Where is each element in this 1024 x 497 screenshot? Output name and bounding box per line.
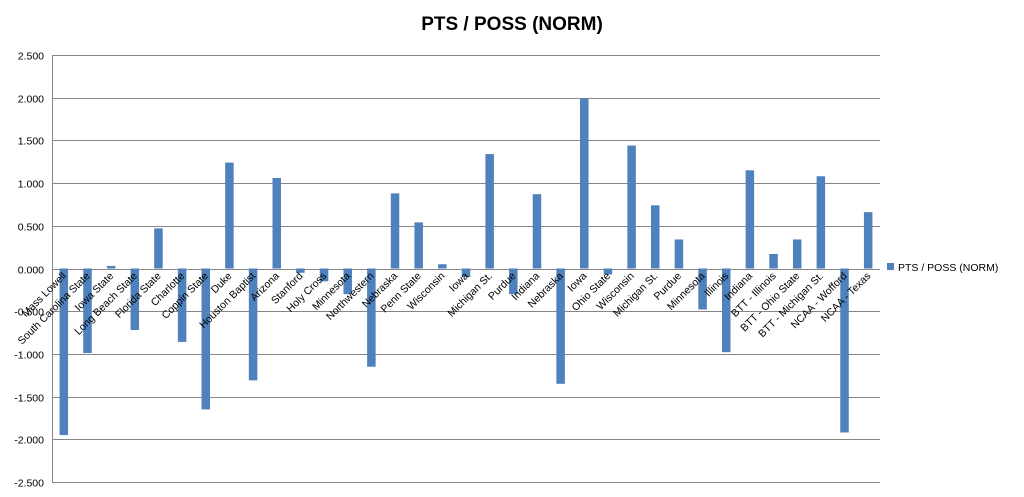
bar bbox=[248, 268, 258, 381]
bar bbox=[414, 222, 423, 269]
bar bbox=[390, 193, 400, 269]
bar bbox=[745, 170, 755, 269]
chart-title: PTS / POSS (NORM) bbox=[421, 14, 603, 35]
bar bbox=[721, 268, 731, 353]
y-tick-label: -2.500 bbox=[14, 478, 44, 490]
bar bbox=[627, 145, 636, 269]
bar bbox=[769, 253, 778, 269]
y-tick-label: 1.500 bbox=[18, 136, 44, 148]
y-tick-label: -1.500 bbox=[14, 393, 44, 405]
bar bbox=[272, 177, 281, 269]
y-tick-label: 2.500 bbox=[18, 51, 44, 63]
bar bbox=[863, 212, 873, 269]
bar bbox=[59, 268, 69, 436]
bar bbox=[840, 268, 849, 433]
y-axis-ticks: 2.500 2.000 1.500 1.000 0.500 0.000 -0.500 -1.0… bbox=[14, 51, 44, 490]
bar bbox=[485, 154, 494, 269]
bar bbox=[556, 268, 565, 384]
bar bbox=[201, 268, 211, 410]
y-tick-label: -1.000 bbox=[14, 350, 44, 362]
y-tick-label: -2.000 bbox=[14, 435, 44, 447]
bar bbox=[674, 239, 684, 269]
legend-swatch bbox=[887, 263, 894, 270]
bar bbox=[154, 228, 163, 269]
bar bbox=[177, 268, 187, 342]
y-tick-label: -0.500 bbox=[14, 307, 44, 319]
y-tick-label: 2.000 bbox=[18, 94, 44, 106]
bar bbox=[343, 268, 352, 295]
bars bbox=[59, 98, 873, 436]
bar bbox=[792, 239, 802, 269]
bar bbox=[83, 268, 92, 354]
bar bbox=[580, 98, 589, 269]
bar bbox=[438, 264, 447, 269]
bar bbox=[532, 194, 542, 269]
bar bbox=[651, 205, 660, 269]
bar bbox=[225, 162, 234, 269]
legend: PTS / POSS (NORM) bbox=[887, 262, 998, 274]
y-tick-label: 0.500 bbox=[18, 222, 44, 234]
bar bbox=[509, 268, 518, 295]
bar bbox=[296, 268, 305, 273]
y-tick-label: 1.000 bbox=[18, 179, 44, 191]
bar bbox=[319, 268, 329, 282]
gridlines bbox=[52, 55, 880, 483]
bar bbox=[367, 268, 376, 367]
bar bbox=[130, 268, 140, 330]
bar bbox=[461, 268, 471, 278]
bar bbox=[603, 268, 613, 275]
bar bbox=[106, 265, 116, 269]
bar bbox=[698, 268, 707, 310]
legend-label: PTS / POSS (NORM) bbox=[898, 262, 998, 274]
y-tick-label: 0.000 bbox=[18, 265, 44, 277]
bar bbox=[816, 176, 826, 269]
